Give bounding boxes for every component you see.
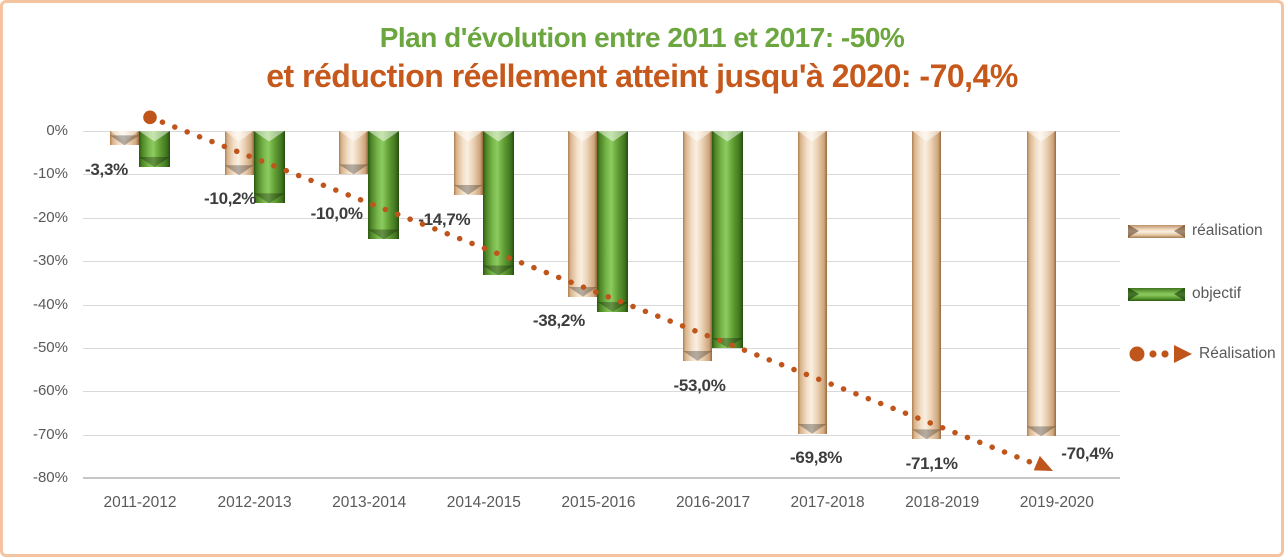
y-axis-tick-label: -50% [32, 338, 68, 356]
bar-realisation [912, 131, 942, 440]
bar-realisation [224, 131, 254, 176]
bar-realisation [568, 131, 598, 297]
legend-item-objectif-bar[interactable]: objectif [1128, 285, 1241, 303]
data-label: -69,8% [790, 447, 843, 467]
gridline [83, 477, 1120, 479]
x-axis-label: 2011-2012 [103, 494, 177, 511]
legend-label: Réalisation [1199, 345, 1276, 362]
data-label: -38,2% [532, 310, 585, 330]
y-axis-tick-label: -40% [32, 295, 68, 313]
x-axis-label: 2015-2016 [561, 494, 636, 511]
realisation-bar-swatch-icon [1128, 224, 1185, 238]
x-axis-label: 2017-2018 [790, 494, 865, 511]
legend-label: objectif [1192, 285, 1242, 302]
data-label: -10,2% [204, 189, 257, 209]
data-label: -70,4% [1061, 444, 1114, 464]
data-label: -10,0% [310, 204, 363, 224]
bar-realisation [339, 131, 369, 175]
bar-objectif [597, 131, 629, 312]
x-axis-label: 2019-2020 [1019, 494, 1094, 511]
objectif-bar-swatch-icon [1128, 287, 1185, 301]
bar-objectif [482, 131, 514, 276]
x-axis-label: 2016-2017 [675, 494, 751, 511]
gridline [83, 434, 1120, 436]
x-axis-label: 2014-2015 [446, 494, 521, 511]
chart-title-line1: Plan d'évolution entre 2011 et 2017: -50… [379, 22, 905, 53]
bar-realisation [683, 131, 712, 361]
y-axis-tick-label: -20% [32, 208, 68, 226]
bar-realisation [110, 131, 139, 146]
bar-realisation [453, 131, 483, 195]
legend-item-realisation-bar[interactable]: réalisation [1128, 222, 1263, 240]
y-axis-tick-label: -30% [32, 252, 68, 270]
gridline [83, 391, 1120, 393]
bar-objectif [712, 131, 743, 348]
bar-realisation [797, 131, 827, 434]
dotted-arrow-line-icon [1129, 345, 1192, 363]
legend-label: réalisation [1192, 222, 1263, 239]
data-label: -71,1% [905, 454, 958, 474]
data-label: -14,7% [418, 209, 471, 229]
x-axis-label: 2018-2019 [905, 494, 980, 511]
legend-item-realisation-trend[interactable]: Réalisation [1128, 340, 1276, 368]
data-label: -3,3% [85, 160, 128, 180]
bar-realisation [1026, 131, 1056, 437]
y-axis-tick-label: -70% [32, 425, 68, 443]
y-axis-tick-label: -60% [32, 382, 68, 400]
y-axis-tick-label: -80% [32, 469, 68, 486]
x-axis-label: 2012-2013 [217, 494, 292, 511]
gridline [83, 347, 1120, 349]
x-axis-label: 2013-2014 [332, 494, 407, 511]
y-axis-tick-label: -10% [32, 165, 68, 183]
data-label: -53,0% [673, 375, 726, 395]
chart-title-line2: et réduction réellement atteint jusqu'à … [266, 58, 1018, 94]
y-axis-tick-label: 0% [46, 122, 68, 139]
